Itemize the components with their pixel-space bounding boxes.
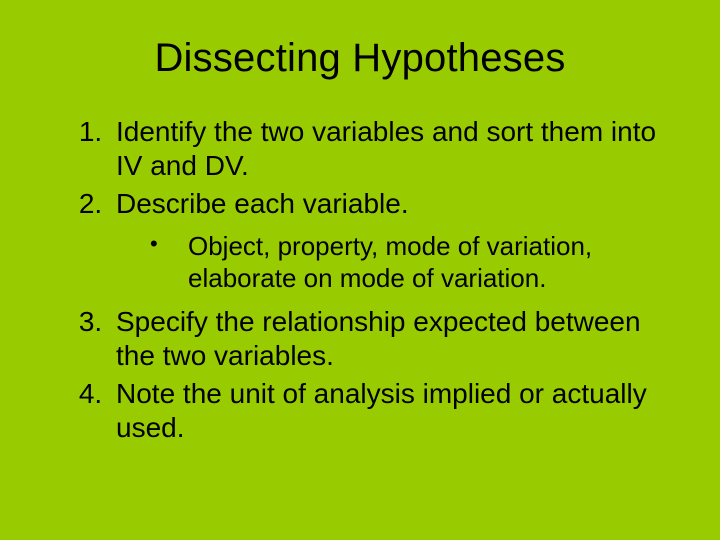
sub-list-item-text: Object, property, mode of variation, ela… [188,231,592,293]
slide: Dissecting Hypotheses Identify the two v… [0,0,720,540]
sub-list: Object, property, mode of variation, ela… [116,231,676,294]
list-item-text: Specify the relationship expected betwee… [116,306,641,371]
slide-content: Identify the two variables and sort them… [44,115,676,446]
main-list: Identify the two variables and sort them… [44,115,676,446]
list-item-text: Note the unit of analysis implied or act… [116,378,647,443]
sub-list-item: Object, property, mode of variation, ela… [150,231,676,294]
list-item-text: Identify the two variables and sort them… [116,116,656,181]
list-item: Note the unit of analysis implied or act… [110,377,676,445]
list-item-text: Describe each variable. [116,188,409,219]
list-item: Describe each variable. Object, property… [110,187,676,295]
list-item: Identify the two variables and sort them… [110,115,676,183]
slide-title: Dissecting Hypotheses [44,36,676,81]
list-item: Specify the relationship expected betwee… [110,305,676,373]
